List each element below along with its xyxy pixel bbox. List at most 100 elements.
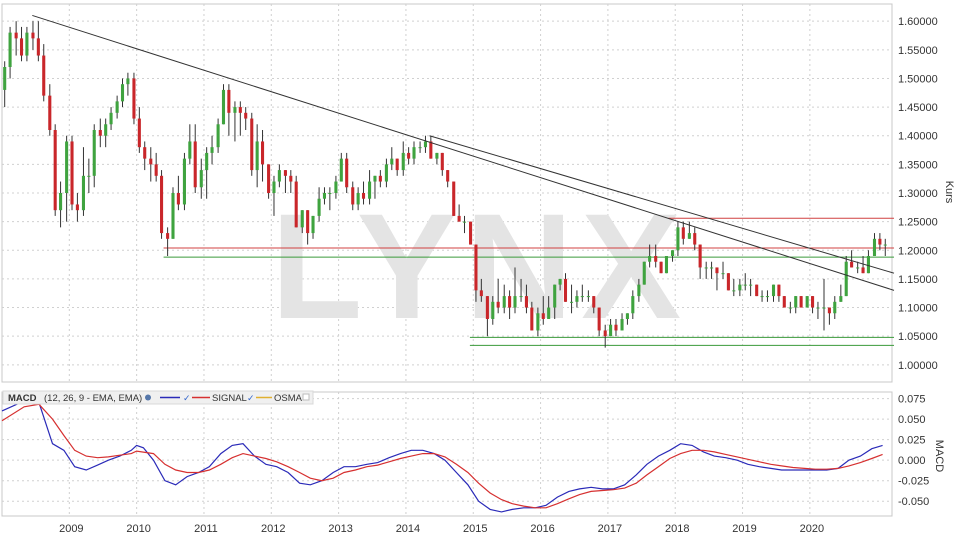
candle-body bbox=[418, 147, 422, 149]
candle-body bbox=[193, 141, 197, 188]
candle-body bbox=[36, 38, 40, 56]
candle-body bbox=[48, 95, 52, 130]
candle-body bbox=[861, 267, 865, 274]
price-y-tick-label: 1.05000 bbox=[898, 331, 938, 343]
candle-body bbox=[491, 301, 495, 319]
candle-body bbox=[474, 244, 478, 291]
candle-body bbox=[143, 147, 147, 159]
candle-body bbox=[782, 296, 786, 308]
candle-body bbox=[485, 296, 489, 319]
macd-y-tick-label: -0.050 bbox=[898, 496, 929, 508]
macd-legend-params: (12, 26, 9 - EMA, EMA) bbox=[44, 393, 142, 404]
candle-body bbox=[479, 290, 483, 297]
candle-body bbox=[267, 164, 271, 193]
price-y-tick-label: 1.50000 bbox=[898, 73, 938, 85]
price-y-tick-label: 1.15000 bbox=[898, 274, 938, 286]
candle-body bbox=[65, 141, 69, 193]
macd-y-tick-label: 0.075 bbox=[898, 394, 926, 406]
macd-y-axis-label: MACD bbox=[933, 440, 945, 472]
candle-body bbox=[300, 210, 304, 228]
price-y-tick-label: 1.35000 bbox=[898, 159, 938, 171]
candle-body bbox=[435, 152, 439, 159]
candle-body bbox=[693, 233, 697, 245]
candle-body bbox=[446, 170, 450, 182]
x-tick-label: 2013 bbox=[328, 523, 352, 535]
candle-body bbox=[205, 152, 209, 171]
candle-body bbox=[541, 313, 545, 319]
candle-body bbox=[227, 89, 231, 113]
candle-body bbox=[530, 307, 534, 331]
candle-body bbox=[98, 130, 102, 136]
candle-body bbox=[53, 130, 57, 211]
candle-body bbox=[294, 181, 298, 228]
candle-body bbox=[19, 38, 24, 56]
macd-y-tick-label: 0.000 bbox=[898, 455, 926, 467]
candle-body bbox=[75, 204, 79, 211]
candle-body bbox=[513, 296, 517, 308]
candle-body bbox=[250, 118, 254, 171]
x-tick-label: 2011 bbox=[194, 523, 218, 535]
candle-body bbox=[732, 290, 736, 292]
candle-body bbox=[648, 256, 652, 262]
candle-body bbox=[334, 181, 338, 193]
candle-body bbox=[469, 221, 473, 245]
candle-body bbox=[289, 175, 293, 182]
candle-body bbox=[586, 296, 590, 298]
candle-body bbox=[597, 307, 601, 331]
candle-body bbox=[328, 193, 332, 194]
candle-body bbox=[277, 170, 281, 182]
candle-body bbox=[244, 112, 248, 119]
x-tick-label: 2014 bbox=[396, 523, 420, 535]
price-y-tick-label: 1.60000 bbox=[898, 16, 938, 28]
x-tick-label: 2009 bbox=[59, 523, 83, 535]
candle-body bbox=[87, 175, 91, 177]
candle-body bbox=[570, 301, 574, 303]
macd-panel: 0.075 0.050 0.025 0.000 -0.025 -0.050 MACD MACD… bbox=[1, 390, 945, 517]
candle-body bbox=[681, 227, 685, 239]
candle-body bbox=[306, 210, 310, 234]
candle-body bbox=[580, 296, 584, 298]
x-tick-label: 2018 bbox=[665, 523, 689, 535]
price-y-tick-label: 1.45000 bbox=[898, 102, 938, 114]
macd-legend-box bbox=[2, 390, 314, 405]
candle-body bbox=[664, 256, 669, 274]
x-tick-label: 2017 bbox=[598, 523, 622, 535]
candle-body bbox=[755, 284, 759, 297]
candle-body bbox=[519, 296, 523, 298]
candle-body bbox=[749, 284, 753, 286]
candle-body bbox=[238, 107, 242, 113]
candle-body bbox=[42, 55, 46, 96]
candle-body bbox=[609, 324, 613, 337]
candle-body bbox=[412, 147, 416, 159]
candle-body bbox=[743, 284, 747, 286]
candle-body bbox=[171, 193, 175, 239]
candle-body bbox=[104, 124, 108, 136]
trend-line bbox=[32, 14, 895, 291]
candle-body bbox=[25, 32, 29, 56]
candle-body bbox=[311, 215, 315, 234]
macd-y-tick-label: 0.050 bbox=[898, 414, 926, 426]
candle-body bbox=[395, 158, 399, 171]
candle-body bbox=[704, 267, 708, 269]
x-axis: 2009 2010 2011 2012 2013 2014 2015 2016 2017 2018… bbox=[59, 523, 824, 535]
candle-body bbox=[760, 296, 764, 298]
candle-body bbox=[120, 84, 125, 102]
macd-plot-area bbox=[1, 391, 893, 517]
macd-series-macd bbox=[1, 400, 883, 513]
trend-line bbox=[429, 135, 895, 274]
candle-body bbox=[614, 324, 618, 331]
candle-body bbox=[676, 227, 680, 251]
price-y-tick-label: 1.55000 bbox=[898, 45, 938, 57]
x-tick-label: 2012 bbox=[261, 523, 285, 535]
candle-body bbox=[160, 175, 164, 234]
candle-body bbox=[563, 278, 568, 302]
candle-body bbox=[839, 296, 843, 302]
candle-body bbox=[654, 256, 658, 262]
candle-body bbox=[715, 267, 719, 274]
candle-body bbox=[833, 301, 837, 314]
candle-body bbox=[351, 187, 355, 205]
candle-body bbox=[620, 319, 624, 331]
candle-body bbox=[788, 307, 792, 309]
price-y-tick-label: 1.30000 bbox=[898, 188, 938, 200]
